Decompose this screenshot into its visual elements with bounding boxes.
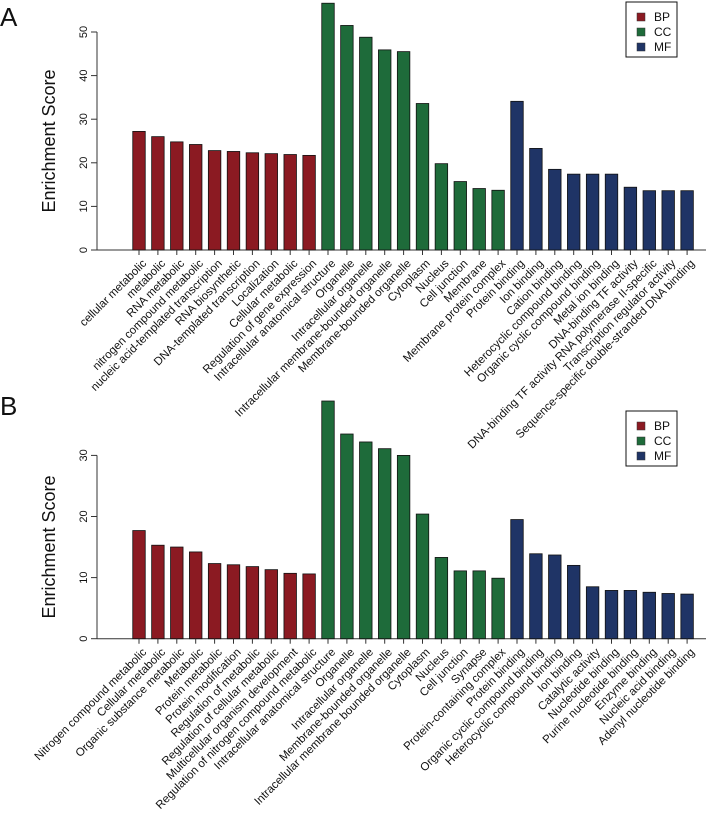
bar-cc	[359, 36, 373, 251]
y-tick-label: 20	[78, 157, 90, 169]
legend-swatch-bp	[636, 421, 646, 431]
bar-bp	[245, 152, 260, 251]
legend-swatch-mf	[636, 451, 646, 461]
bar-cc	[453, 570, 467, 640]
bar-mf	[623, 186, 638, 251]
bar-mf	[510, 519, 524, 640]
bar-cc	[378, 448, 392, 640]
bar-mf	[548, 168, 562, 251]
bar-cc	[378, 49, 392, 251]
bar-cc	[340, 25, 354, 251]
bar-cc	[321, 2, 335, 251]
legend-label: CC	[654, 434, 672, 448]
bar-mf	[604, 173, 619, 251]
y-tick-label: 0	[78, 636, 90, 642]
bar-bp	[189, 551, 203, 640]
y-tick-label: 30	[78, 113, 90, 125]
bar-mf	[510, 100, 524, 251]
bar-mf	[567, 173, 581, 251]
bar-bp	[170, 546, 184, 640]
legend-label: MF	[654, 40, 671, 54]
panel-label: A	[0, 2, 18, 32]
y-axis-label: Enrichment Score	[39, 475, 59, 618]
bar-cc	[434, 163, 449, 251]
bar-cc	[340, 433, 354, 640]
bar-mf	[585, 173, 600, 251]
bar-mf	[604, 590, 619, 640]
bar-cc	[396, 51, 411, 251]
bar-cc	[415, 103, 430, 251]
bar-mf	[548, 554, 562, 640]
bar-cc	[321, 400, 335, 640]
legend-swatch-bp	[636, 12, 646, 22]
y-tick-label: 10	[78, 571, 90, 583]
legend-label: CC	[654, 25, 672, 39]
legend-label: BP	[654, 419, 670, 433]
legend-label: MF	[654, 449, 671, 463]
bar-bp	[170, 141, 184, 251]
bar-bp	[207, 563, 222, 640]
bar-cc	[491, 577, 505, 640]
bar-cc	[472, 188, 486, 251]
bar-cc	[415, 513, 430, 640]
y-tick-label: 30	[78, 449, 90, 461]
legend-box	[625, 1, 678, 58]
y-tick-label: 50	[78, 26, 90, 38]
bar-bp	[283, 572, 297, 640]
y-tick-label: 20	[78, 510, 90, 522]
bar-cc	[396, 454, 411, 640]
legend-swatch-mf	[636, 42, 646, 52]
bar-bp	[264, 153, 278, 251]
panel-label: B	[0, 391, 17, 421]
bar-cc	[434, 557, 449, 640]
bar-bp	[226, 151, 241, 251]
y-tick-label: 0	[78, 247, 90, 253]
bar-cc	[359, 441, 373, 640]
bar-mf	[567, 564, 581, 640]
y-tick-label: 40	[78, 69, 90, 81]
bar-bp	[189, 144, 203, 251]
bar-bp	[264, 569, 278, 640]
bar-mf	[661, 190, 675, 251]
y-tick-label: 10	[78, 200, 90, 212]
bar-mf	[585, 586, 600, 640]
bar-bp	[226, 564, 241, 640]
bar-mf	[680, 593, 694, 640]
bar-mf	[642, 190, 656, 251]
legend-swatch-cc	[636, 436, 646, 446]
bar-mf	[642, 591, 656, 640]
bar-bp	[302, 573, 316, 640]
y-axis-label: Enrichment Score	[39, 69, 59, 212]
legend-box	[625, 410, 678, 467]
bar-bp	[207, 150, 222, 251]
legend-swatch-cc	[636, 27, 646, 37]
bar-mf	[529, 553, 543, 640]
bar-mf	[529, 148, 543, 251]
bar-cc	[453, 181, 467, 251]
bar-bp	[283, 154, 297, 251]
bar-bp	[132, 530, 146, 640]
bar-cc	[472, 570, 486, 640]
bar-mf	[680, 190, 694, 251]
bar-bp	[302, 154, 316, 251]
bar-bp	[132, 131, 146, 251]
bar-cc	[491, 189, 505, 251]
bar-mf	[661, 593, 675, 640]
legend-label: BP	[654, 10, 670, 24]
bar-bp	[151, 136, 165, 251]
bar-bp	[151, 544, 165, 640]
bar-mf	[623, 590, 638, 640]
bar-bp	[245, 566, 260, 640]
